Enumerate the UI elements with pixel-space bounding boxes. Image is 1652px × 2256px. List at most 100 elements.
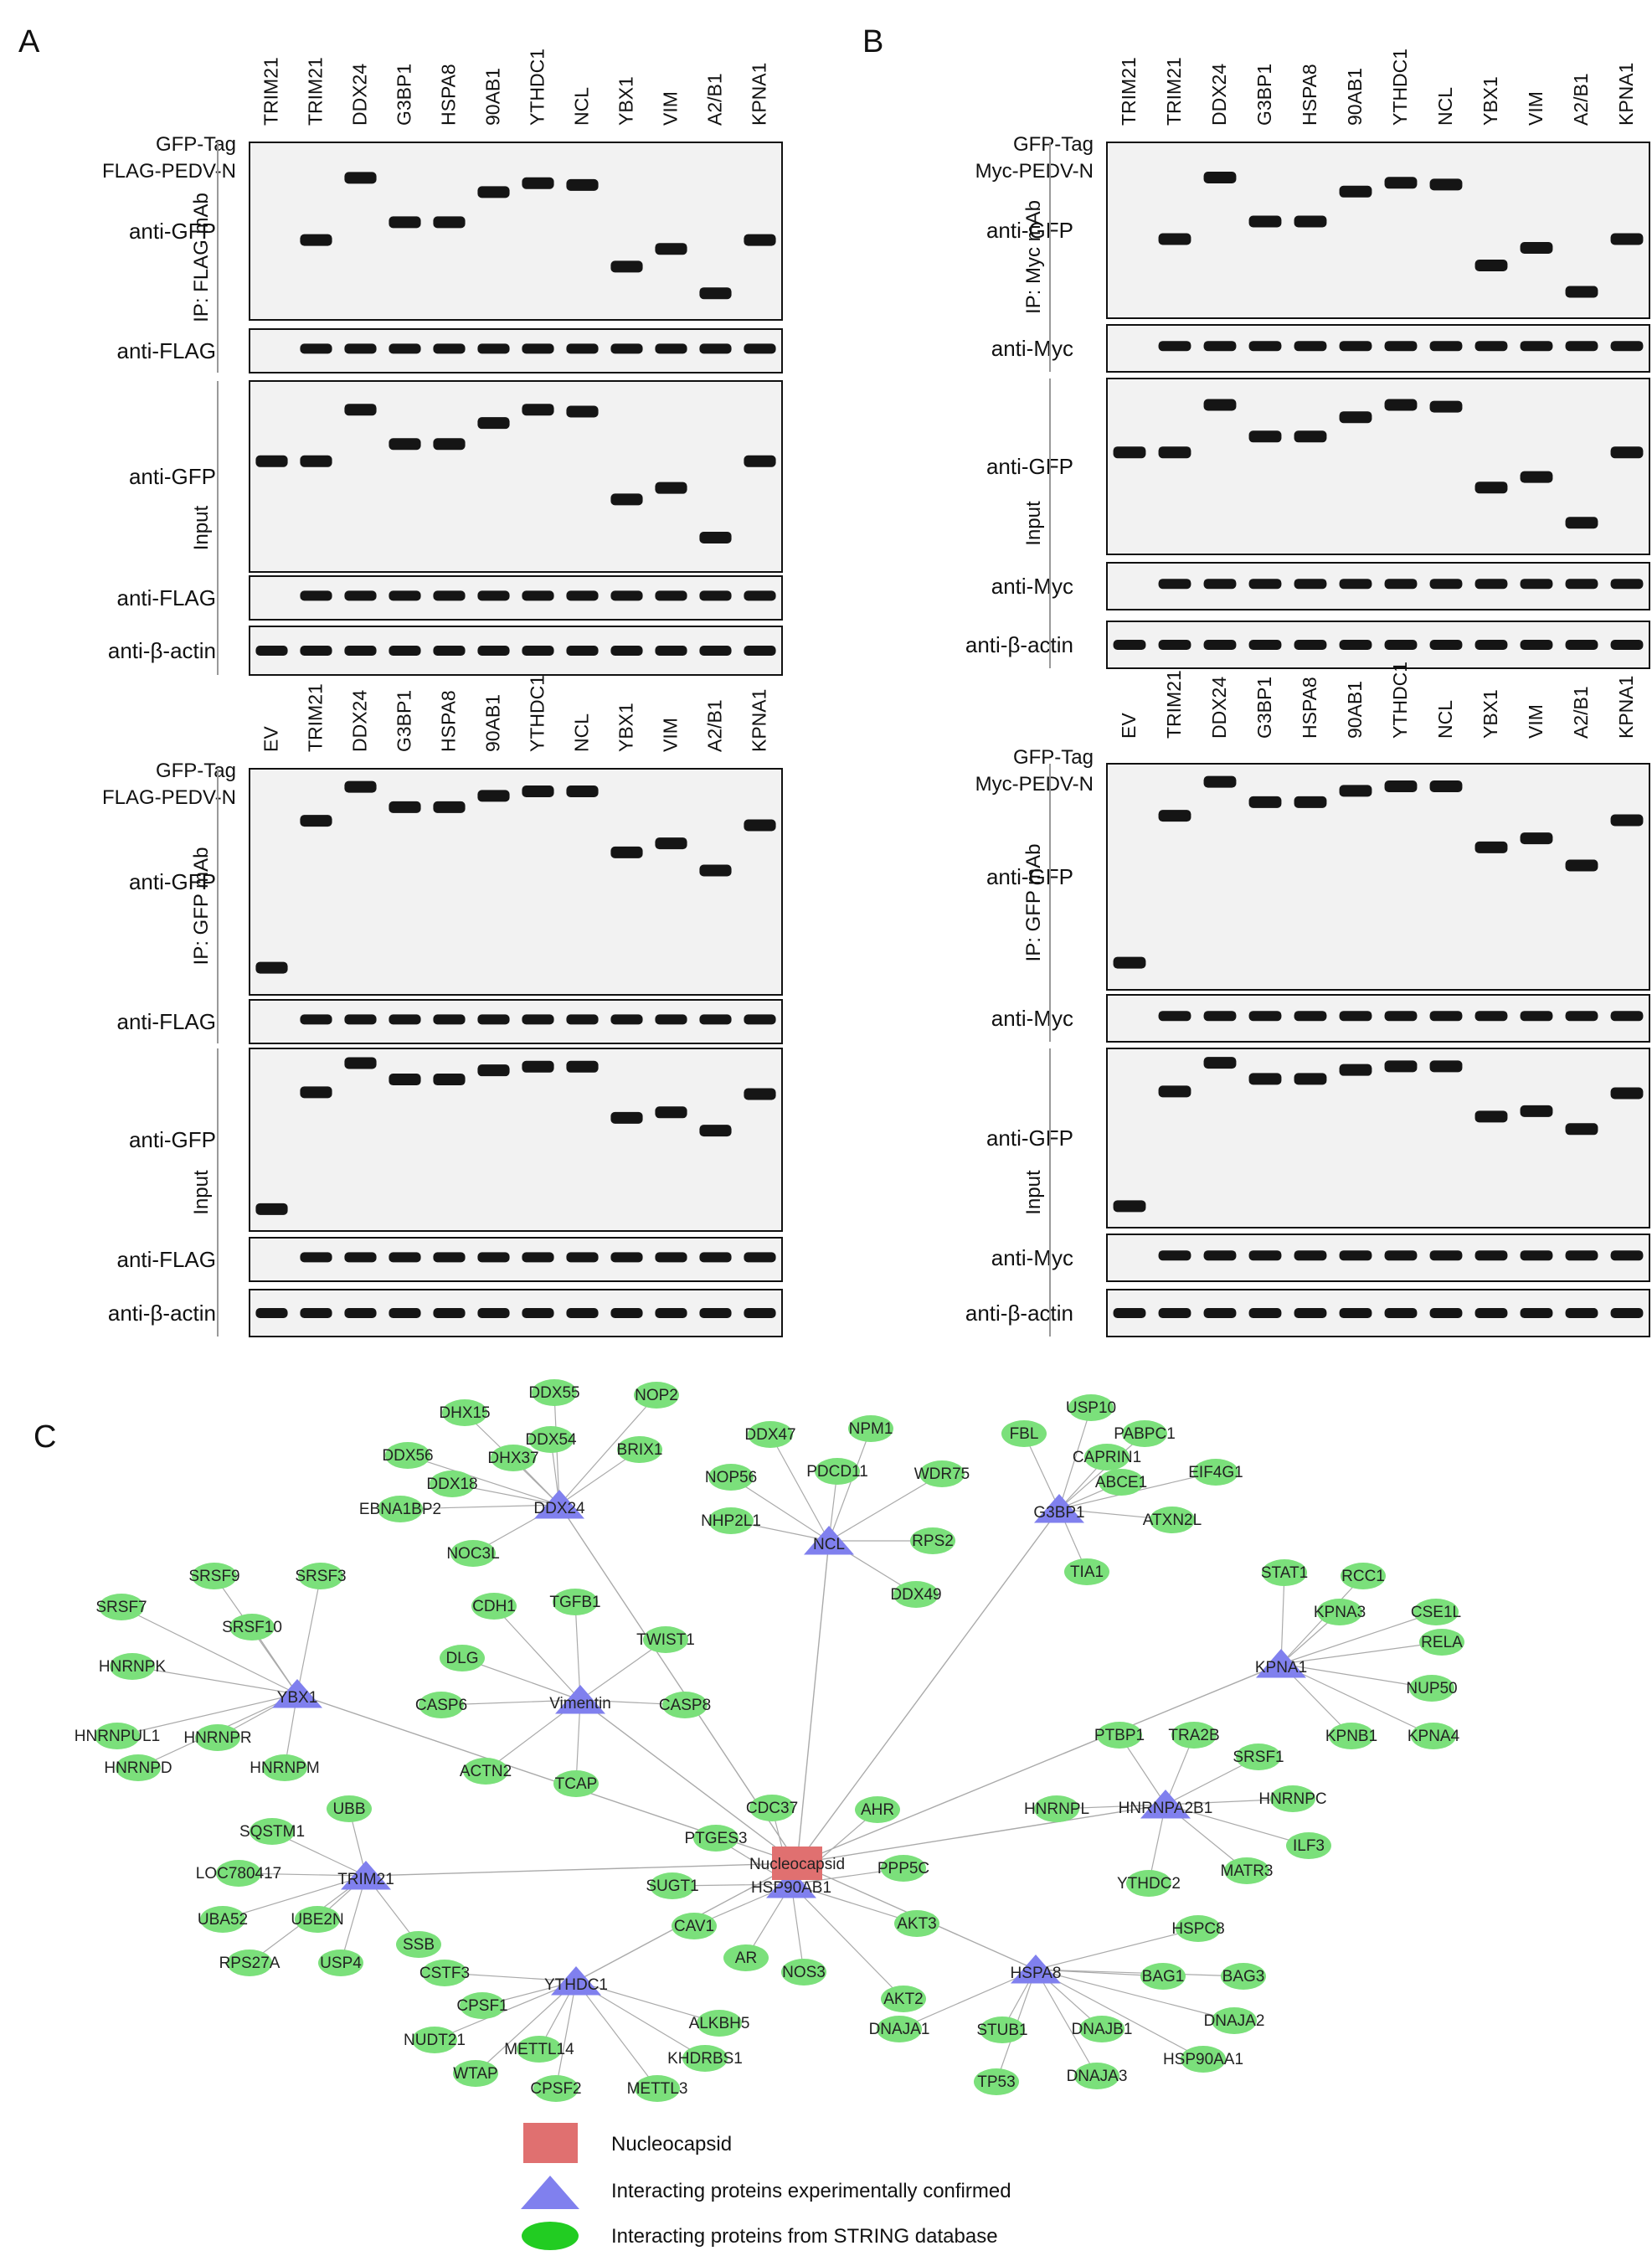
hub-node: DDX24 [533, 1490, 585, 1519]
satellite-node: HNRNPUL1 [75, 1723, 160, 1749]
legend-triangle [521, 2176, 579, 2209]
satellite-label: AKT2 [883, 1991, 924, 2008]
blot-band [1339, 1064, 1372, 1076]
edge-hub-satellite [898, 1969, 1037, 2030]
lane-label: G3BP1 [1253, 64, 1275, 126]
satellite-label: ILF3 [1293, 1837, 1325, 1855]
lane-label: DDX24 [349, 64, 371, 126]
edge-hub-satellite [575, 1980, 720, 2024]
lane-label: KPNA1 [1615, 676, 1637, 739]
satellite-label: USP10 [1066, 1399, 1116, 1417]
blot-box [1106, 1289, 1650, 1337]
satellite-ellipse [723, 1944, 769, 1971]
blot-band [1520, 640, 1553, 650]
satellite-ellipse [919, 1460, 965, 1487]
blot-band [433, 590, 466, 601]
satellite-ellipse [894, 1910, 939, 1937]
blot-band [1610, 579, 1644, 590]
satellite-node: AR [723, 1944, 769, 1971]
antibody-label: anti-β-actin [108, 1301, 216, 1326]
blot-band [522, 785, 554, 797]
blot-band [744, 1088, 776, 1100]
blot-band [1339, 785, 1372, 797]
edge-hub-satellite [575, 1980, 658, 2089]
blot-band [699, 646, 732, 656]
edge-hub-satellite [1280, 1572, 1285, 1665]
satellite-label: CDH1 [472, 1598, 516, 1615]
blot-band [1520, 341, 1553, 352]
blot-band [1158, 341, 1191, 352]
blot-band [699, 343, 732, 354]
blot-band [1339, 1250, 1372, 1261]
antibody-label: anti-β-actin [965, 632, 1073, 657]
satellite-label: SRSF7 [95, 1599, 147, 1616]
antibody-label: anti-GFP [129, 1127, 216, 1152]
blot-band [1610, 1011, 1644, 1022]
hub-label: YBX1 [277, 1689, 318, 1707]
satellite-node: CAPRIN1 [1073, 1444, 1141, 1471]
blot-band [344, 1308, 377, 1318]
blot-band [1158, 1011, 1191, 1022]
blot-band [610, 1252, 643, 1263]
blot-band [344, 646, 377, 656]
blot-band [610, 846, 643, 858]
legend-square-label: Nucleocapsid [611, 2133, 732, 2156]
blot-band [1474, 482, 1508, 494]
satellite-ellipse [553, 1589, 598, 1615]
blot-band [1610, 1250, 1644, 1261]
blot-band [655, 1252, 687, 1263]
satellite-node: DNAJA1 [869, 2016, 929, 2042]
lane-label: VIM [660, 718, 682, 752]
satellite-label: DNAJA3 [1067, 2068, 1128, 2085]
blot-band [1429, 1250, 1463, 1261]
edge-hub-satellite [222, 1875, 367, 1920]
antibody-label: anti-GFP [129, 464, 216, 489]
satellite-ellipse [1176, 1915, 1221, 1942]
blot-box [1106, 1048, 1650, 1228]
blot-band [344, 172, 377, 184]
satellite-ellipse [533, 2075, 579, 2102]
edge-hub-satellite [493, 1605, 581, 1701]
satellite-node: LOC780417 [196, 1860, 281, 1887]
satellite-node: UBE2N [291, 1906, 344, 1933]
lane-label: A2/B1 [704, 73, 726, 126]
hub-label: DDX24 [533, 1500, 585, 1517]
satellite-node: DDX47 [744, 1421, 796, 1448]
satellite-node: METTL3 [627, 2075, 687, 2102]
edge-hub-satellite [1165, 1804, 1310, 1847]
blot-band [1520, 832, 1553, 845]
edge-hub-satellite [1035, 1969, 1244, 1977]
satellite-ellipse [1064, 1558, 1109, 1585]
satellite-node: ALKBH5 [689, 2010, 749, 2037]
satellite-node: DDX49 [890, 1581, 942, 1608]
satellite-node: TCAP [553, 1770, 599, 1797]
satellite-ellipse [881, 1855, 926, 1882]
satellite-node: CSTF3 [419, 1960, 470, 1986]
blot-band [1203, 775, 1237, 788]
blot-band [1565, 517, 1598, 529]
satellite-node: BRIX1 [617, 1436, 662, 1463]
hub-label: TRIM21 [337, 1871, 394, 1888]
blot-band [1520, 1105, 1553, 1117]
blot-band [1520, 579, 1553, 590]
satellite-label: UBE2N [291, 1911, 343, 1929]
blot-band [433, 1074, 466, 1086]
satellite-node: BAG1 [1140, 1963, 1186, 1990]
blot-band [1158, 810, 1191, 822]
blot-band [1474, 341, 1508, 352]
satellite-ellipse [517, 2036, 562, 2063]
satellite-node: DHX15 [439, 1399, 491, 1426]
satellite-ellipse [216, 1860, 261, 1887]
lane-label: HSPA8 [1299, 64, 1320, 126]
hub-triangle [1140, 1790, 1191, 1819]
satellite-label: ATXN2L [1143, 1512, 1202, 1529]
satellite-ellipse [1193, 1459, 1238, 1486]
satellite-ellipse [528, 1426, 574, 1453]
blot-band [300, 343, 332, 354]
lane-label: VIM [660, 91, 682, 126]
blot-band [1429, 1308, 1463, 1318]
blot-b-top: TRIM21 TRIM21 DDX24 G3BP1 HSPA8 90AB1 YTHDC1 NC… [965, 49, 1650, 669]
satellite-node: ILF3 [1286, 1832, 1331, 1859]
satellite-ellipse [295, 1906, 340, 1933]
